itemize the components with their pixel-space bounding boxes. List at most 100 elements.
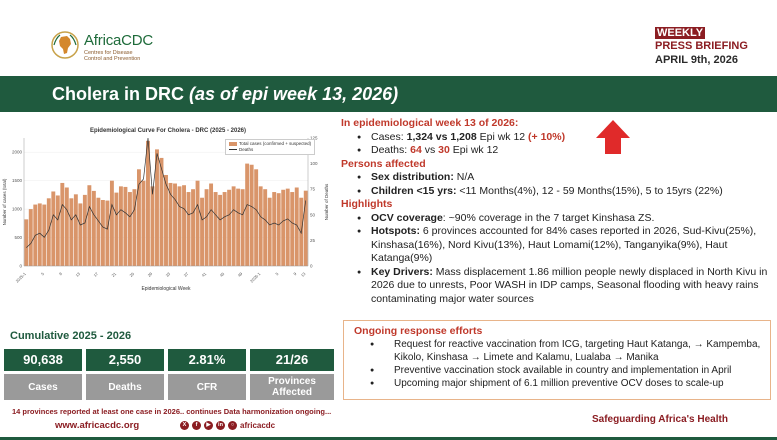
x-tick-label: 9 [292, 271, 298, 277]
ongoing-item: Request for reactive vaccination from IC… [354, 338, 770, 364]
bar [200, 197, 205, 266]
bar [64, 187, 69, 266]
stat-cfr-value: 2.81% [168, 349, 246, 371]
highlights-heading: Highlights [341, 198, 393, 210]
bar [272, 192, 277, 266]
x-social-icon[interactable]: X [180, 421, 189, 430]
bar [191, 189, 196, 266]
footer-url[interactable]: www.africacdc.org [55, 420, 140, 431]
bar [105, 200, 110, 266]
persons-affected-heading: Persons affected [341, 157, 426, 170]
deaths-line [26, 137, 307, 248]
bar [96, 197, 101, 266]
y-axis-label: Number of cases (total) [2, 178, 7, 225]
bar [51, 191, 56, 266]
bar [303, 190, 308, 266]
drivers-bullet: Key Drivers: Mass displacement 1.86 mill… [341, 266, 771, 307]
x-tick-label: 13 [300, 271, 307, 278]
stat-cfr-label: CFR [168, 374, 246, 400]
news-ticker: 14 provinces reported at least one case … [12, 407, 332, 416]
header [0, 0, 777, 76]
bar [24, 219, 29, 266]
bar [78, 203, 83, 266]
page-title: Cholera in DRC (as of epi week 13, 2026) [52, 84, 398, 105]
bar [285, 188, 290, 266]
children-bullet: Children <15 yrs: <11 Months(4%), 12 - 5… [341, 185, 771, 199]
y2-tick-label: 75 [310, 187, 316, 192]
y2-tick-label: 100 [310, 161, 318, 166]
bar [227, 189, 232, 266]
bar [267, 197, 272, 266]
y-tick-label: 1000 [12, 207, 23, 212]
sex-label: Sex distribution: [371, 171, 454, 183]
children-label: Children <15 yrs: [371, 184, 457, 197]
bar [218, 194, 223, 266]
deaths-value: 64 [410, 144, 422, 156]
logo-title: AfricaCDC [84, 32, 154, 49]
instagram-icon[interactable]: ○ [228, 421, 237, 430]
ocv-bullet: OCV coverage: ~90% coverage in the 7 tar… [341, 212, 771, 226]
bar [109, 180, 114, 266]
bar [114, 192, 119, 266]
legend-label-cases: Total cases (confirmed + suspected) [239, 141, 312, 146]
ocv-value: : ~90% coverage in the 7 target Kinshasa… [442, 211, 655, 224]
bar [213, 192, 218, 266]
sex-bullet: Sex distribution: N/A [341, 171, 771, 185]
bar [69, 198, 74, 266]
bar [127, 192, 132, 266]
bar [136, 169, 141, 266]
y2-tick-label: 25 [310, 238, 316, 243]
legend-item-deaths: Deaths [229, 147, 311, 153]
x-axis-label: Epidemiological Week [141, 286, 191, 292]
bar [42, 204, 47, 266]
x-tick-label: 25 [128, 271, 135, 278]
hotspots-value: 6 provinces accounted for 84% cases repo… [371, 225, 757, 264]
bar [186, 192, 191, 266]
bar [177, 186, 182, 266]
legend-swatch-deaths [229, 149, 237, 151]
stat-deaths-value: 2,550 [86, 349, 164, 371]
bar [204, 189, 209, 266]
bar [209, 183, 214, 266]
epi-week-heading: In epidemiological week 13 of 2026: [341, 117, 519, 129]
chart-legend: Total cases (confirmed + suspected) Deat… [225, 139, 316, 155]
ongoing-response-box: Ongoing response efforts Request for rea… [343, 320, 771, 400]
bar [173, 183, 177, 266]
facebook-icon[interactable]: f [192, 421, 201, 430]
stat-provinces-value: 21/26 [250, 349, 334, 371]
bar [236, 188, 241, 266]
cases-label: Cases: [371, 130, 407, 143]
y-tick-label: 1500 [12, 178, 23, 183]
ongoing-heading: Ongoing response efforts [354, 325, 483, 337]
deaths-prev-value: 30 [438, 144, 450, 156]
linkedin-icon[interactable]: in [216, 421, 225, 430]
hotspots-label: Hotspots: [371, 225, 420, 237]
y2-tick-label: 0 [310, 264, 313, 269]
ongoing-item: Preventive vaccination stock available i… [354, 364, 770, 377]
bar [245, 163, 250, 266]
x-tick-label: 5 [274, 271, 280, 277]
social-handle: africacdc [240, 421, 276, 430]
bar [28, 209, 33, 266]
cases-change: (+ 10%) [528, 130, 566, 143]
weekly-badge: WEEKLY [655, 27, 706, 39]
youtube-icon[interactable]: ▶ [204, 421, 213, 430]
stat-provinces-label: Provinces Affected [250, 374, 334, 400]
bar [123, 186, 128, 266]
bar [82, 194, 87, 266]
bar [159, 157, 164, 266]
bar [290, 192, 295, 266]
y-tick-label: 500 [14, 235, 22, 240]
sex-value: N/A [453, 171, 475, 183]
ocv-label: OCV coverage [371, 211, 443, 224]
x-tick-label: 41 [201, 271, 208, 278]
page-title-main: Cholera in DRC [52, 84, 185, 104]
x-tick-label: 17 [92, 271, 99, 278]
hotspots-bullet: Hotspots: 6 provinces accounted for 84% … [341, 225, 771, 266]
x-tick-label: 9 [58, 271, 64, 277]
cases-bullet: Cases: 1,324 vs 1,208 Epi wk 12 (+ 10%) [341, 131, 771, 145]
x-tick-label: 5 [40, 271, 46, 277]
bar [249, 164, 254, 266]
deaths-vs: vs [421, 144, 439, 156]
